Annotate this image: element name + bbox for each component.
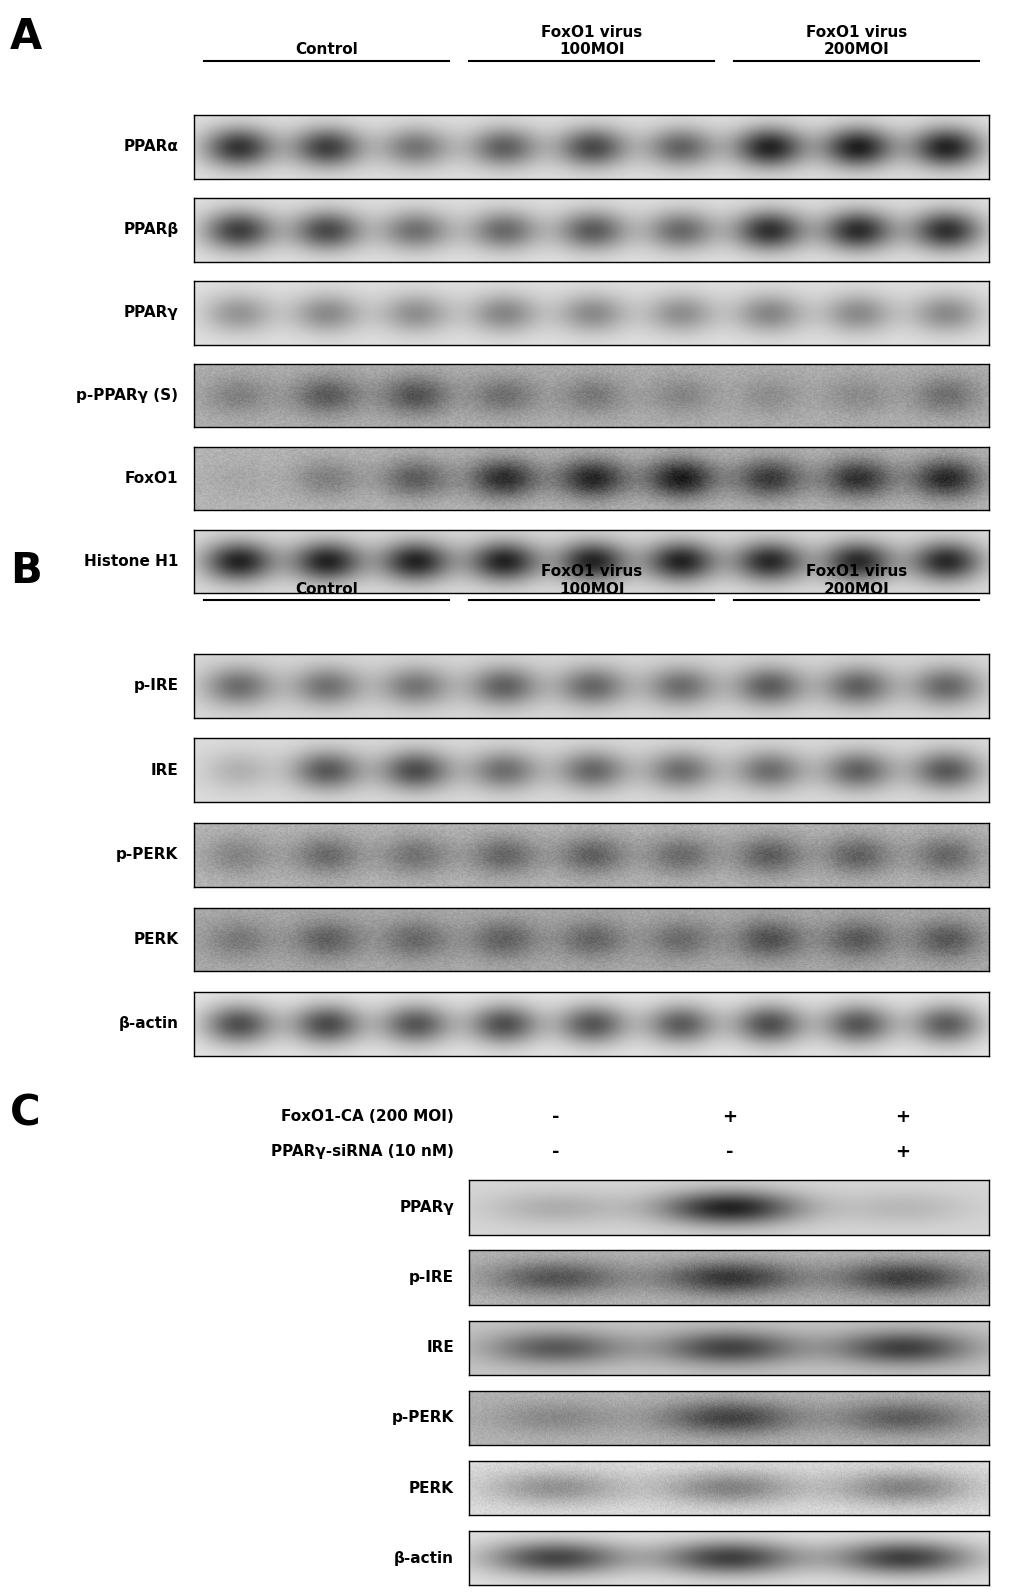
Text: IRE: IRE [426, 1340, 453, 1356]
Text: PPARβ: PPARβ [123, 222, 178, 238]
Text: FoxO1 virus
200MOI: FoxO1 virus 200MOI [805, 26, 907, 57]
Text: FoxO1 virus
100MOI: FoxO1 virus 100MOI [540, 26, 642, 57]
Text: PPARγ: PPARγ [123, 305, 178, 321]
Text: PERK: PERK [409, 1480, 453, 1496]
Text: -: - [725, 1142, 733, 1161]
Text: FoxO1 virus
200MOI: FoxO1 virus 200MOI [805, 565, 907, 597]
Text: p-IRE: p-IRE [133, 678, 178, 694]
Text: Control: Control [294, 582, 358, 597]
Text: PERK: PERK [133, 931, 178, 947]
Text: FoxO1 virus
100MOI: FoxO1 virus 100MOI [540, 565, 642, 597]
Text: +: + [895, 1142, 909, 1161]
Text: -: - [551, 1107, 559, 1126]
Text: PPARγ-siRNA (10 nM): PPARγ-siRNA (10 nM) [271, 1144, 453, 1160]
Text: Control: Control [294, 43, 358, 57]
Text: -: - [551, 1142, 559, 1161]
Text: β-actin: β-actin [393, 1550, 453, 1566]
Text: FoxO1: FoxO1 [125, 471, 178, 486]
Text: A: A [10, 16, 43, 57]
Text: FoxO1-CA (200 MOI): FoxO1-CA (200 MOI) [281, 1109, 453, 1124]
Text: PPARα: PPARα [123, 139, 178, 155]
Text: IRE: IRE [151, 762, 178, 778]
Text: C: C [10, 1093, 41, 1134]
Text: +: + [721, 1107, 736, 1126]
Text: β-actin: β-actin [118, 1016, 178, 1032]
Text: PPARγ: PPARγ [398, 1199, 453, 1215]
Text: p-PERK: p-PERK [391, 1410, 453, 1426]
Text: p-IRE: p-IRE [409, 1270, 453, 1286]
Text: +: + [895, 1107, 909, 1126]
Text: Histone H1: Histone H1 [84, 553, 178, 569]
Text: p-PERK: p-PERK [116, 847, 178, 863]
Text: p-PPARγ (S): p-PPARγ (S) [76, 388, 178, 404]
Text: B: B [10, 550, 42, 592]
